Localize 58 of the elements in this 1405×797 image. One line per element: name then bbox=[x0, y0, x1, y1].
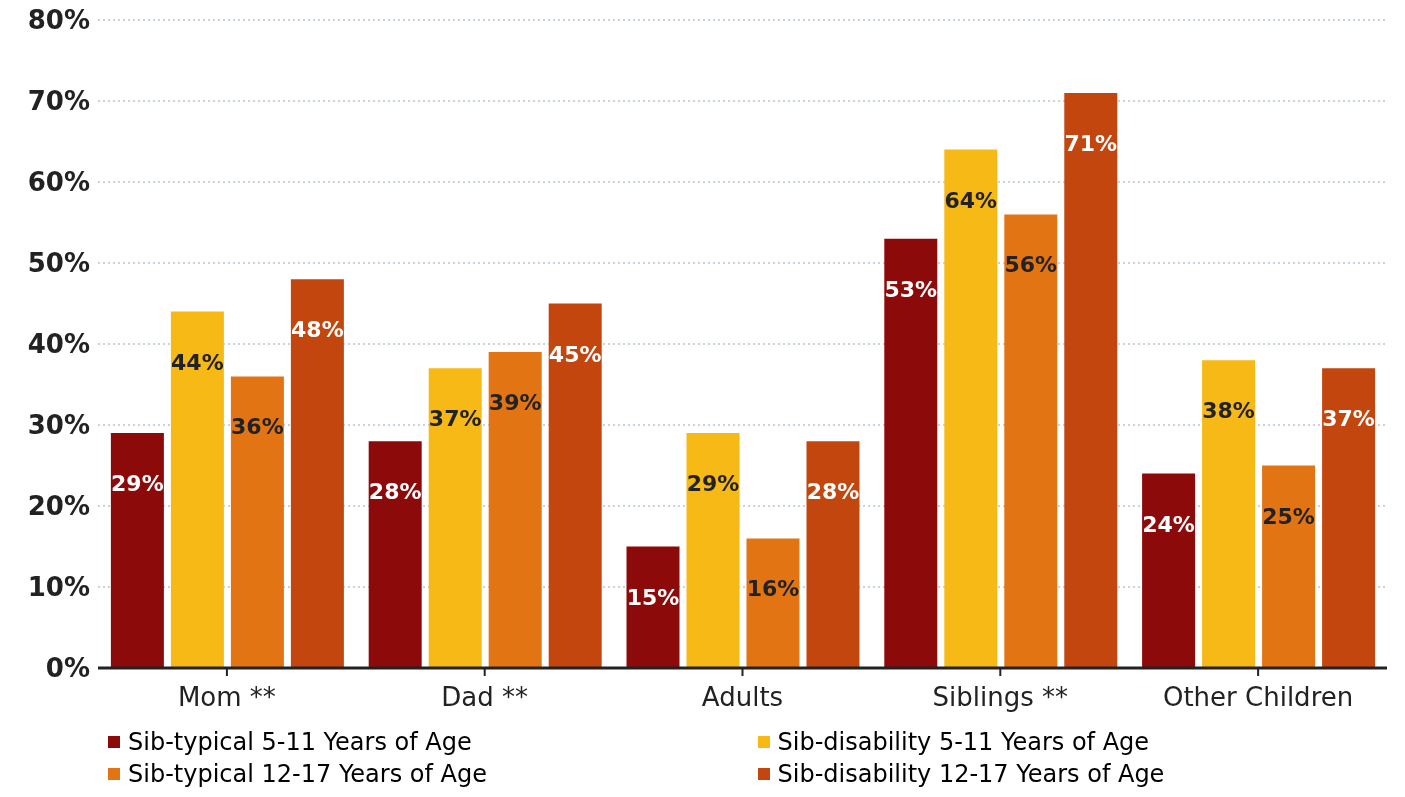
legend-label: Sib-disability 12-17 Years of Age bbox=[777, 760, 1165, 788]
bar bbox=[428, 368, 482, 668]
y-tick-label: 80% bbox=[27, 5, 90, 36]
data-label: 29% bbox=[686, 471, 740, 497]
bar bbox=[626, 546, 680, 668]
bar bbox=[488, 352, 542, 668]
bar bbox=[230, 376, 284, 668]
data-label: 45% bbox=[548, 341, 602, 367]
data-label: 28% bbox=[368, 479, 422, 505]
bar bbox=[1004, 214, 1058, 668]
data-label: 15% bbox=[626, 584, 680, 610]
bar bbox=[1262, 465, 1316, 668]
data-label: 48% bbox=[291, 317, 344, 343]
data-label: 16% bbox=[746, 576, 800, 602]
legend-label: Sib-typical 12-17 Years of Age bbox=[128, 760, 488, 788]
x-tick-label: Dad ** bbox=[441, 682, 529, 713]
bar bbox=[1064, 92, 1118, 668]
bar bbox=[746, 538, 800, 668]
data-label: 25% bbox=[1262, 503, 1315, 529]
y-tick-label: 0% bbox=[45, 653, 90, 684]
data-label: 56% bbox=[1004, 252, 1058, 278]
data-label: 71% bbox=[1064, 130, 1118, 156]
x-tick-label: Other Children bbox=[1162, 682, 1354, 713]
legend-label: Sib-disability 5-11 Years of Age bbox=[777, 728, 1150, 756]
data-label: 37% bbox=[1322, 406, 1375, 432]
x-tick-label: Mom ** bbox=[177, 682, 276, 713]
bar bbox=[110, 433, 164, 668]
data-label: 64% bbox=[944, 187, 998, 213]
legend-label: Sib-typical 5-11 Years of Age bbox=[128, 728, 472, 756]
data-label: 28% bbox=[806, 479, 860, 505]
bar bbox=[1142, 473, 1196, 668]
x-tick-label: Siblings ** bbox=[932, 682, 1069, 713]
bar bbox=[1202, 360, 1256, 668]
bar bbox=[944, 149, 998, 668]
data-label: 39% bbox=[488, 390, 542, 416]
data-label: 29% bbox=[111, 471, 164, 497]
y-tick-label: 70% bbox=[27, 86, 90, 117]
bar bbox=[884, 238, 938, 668]
data-label: 38% bbox=[1202, 398, 1255, 424]
y-tick-label: 20% bbox=[27, 491, 90, 522]
data-label: 24% bbox=[1142, 511, 1195, 537]
x-tick-label: Adults bbox=[701, 682, 784, 713]
bar bbox=[548, 303, 602, 668]
data-label: 37% bbox=[428, 406, 482, 432]
bar bbox=[1322, 368, 1376, 668]
data-label: 44% bbox=[171, 349, 224, 375]
bar bbox=[686, 433, 740, 668]
y-tick-label: 40% bbox=[27, 329, 90, 360]
bar bbox=[368, 441, 422, 668]
data-label: 53% bbox=[884, 276, 938, 302]
y-tick-label: 60% bbox=[27, 167, 90, 198]
data-label: 36% bbox=[231, 414, 284, 440]
y-tick-label: 50% bbox=[27, 248, 90, 279]
bar bbox=[170, 311, 224, 668]
y-tick-label: 10% bbox=[27, 572, 90, 603]
bar bbox=[806, 441, 860, 668]
bar bbox=[290, 279, 344, 668]
y-tick-label: 30% bbox=[27, 410, 90, 441]
